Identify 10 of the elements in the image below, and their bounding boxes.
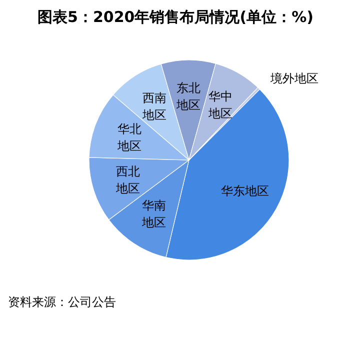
slice-label: 东北地区: [176, 81, 201, 112]
slice-label: 境外地区: [270, 71, 319, 86]
slice-label: 华中地区: [208, 89, 233, 120]
slice-label: 华北地区: [116, 122, 142, 153]
slice-label: 华南地区: [140, 198, 166, 230]
slice-label: 西北地区: [115, 164, 140, 196]
slice-label: 西南地区: [141, 91, 166, 122]
text: 资料来源：公司公告: [8, 294, 117, 311]
slice-label: 华东地区: [220, 184, 269, 198]
chart-title: 图表5：2020年销售布局情况(单位：%): [36, 8, 314, 27]
